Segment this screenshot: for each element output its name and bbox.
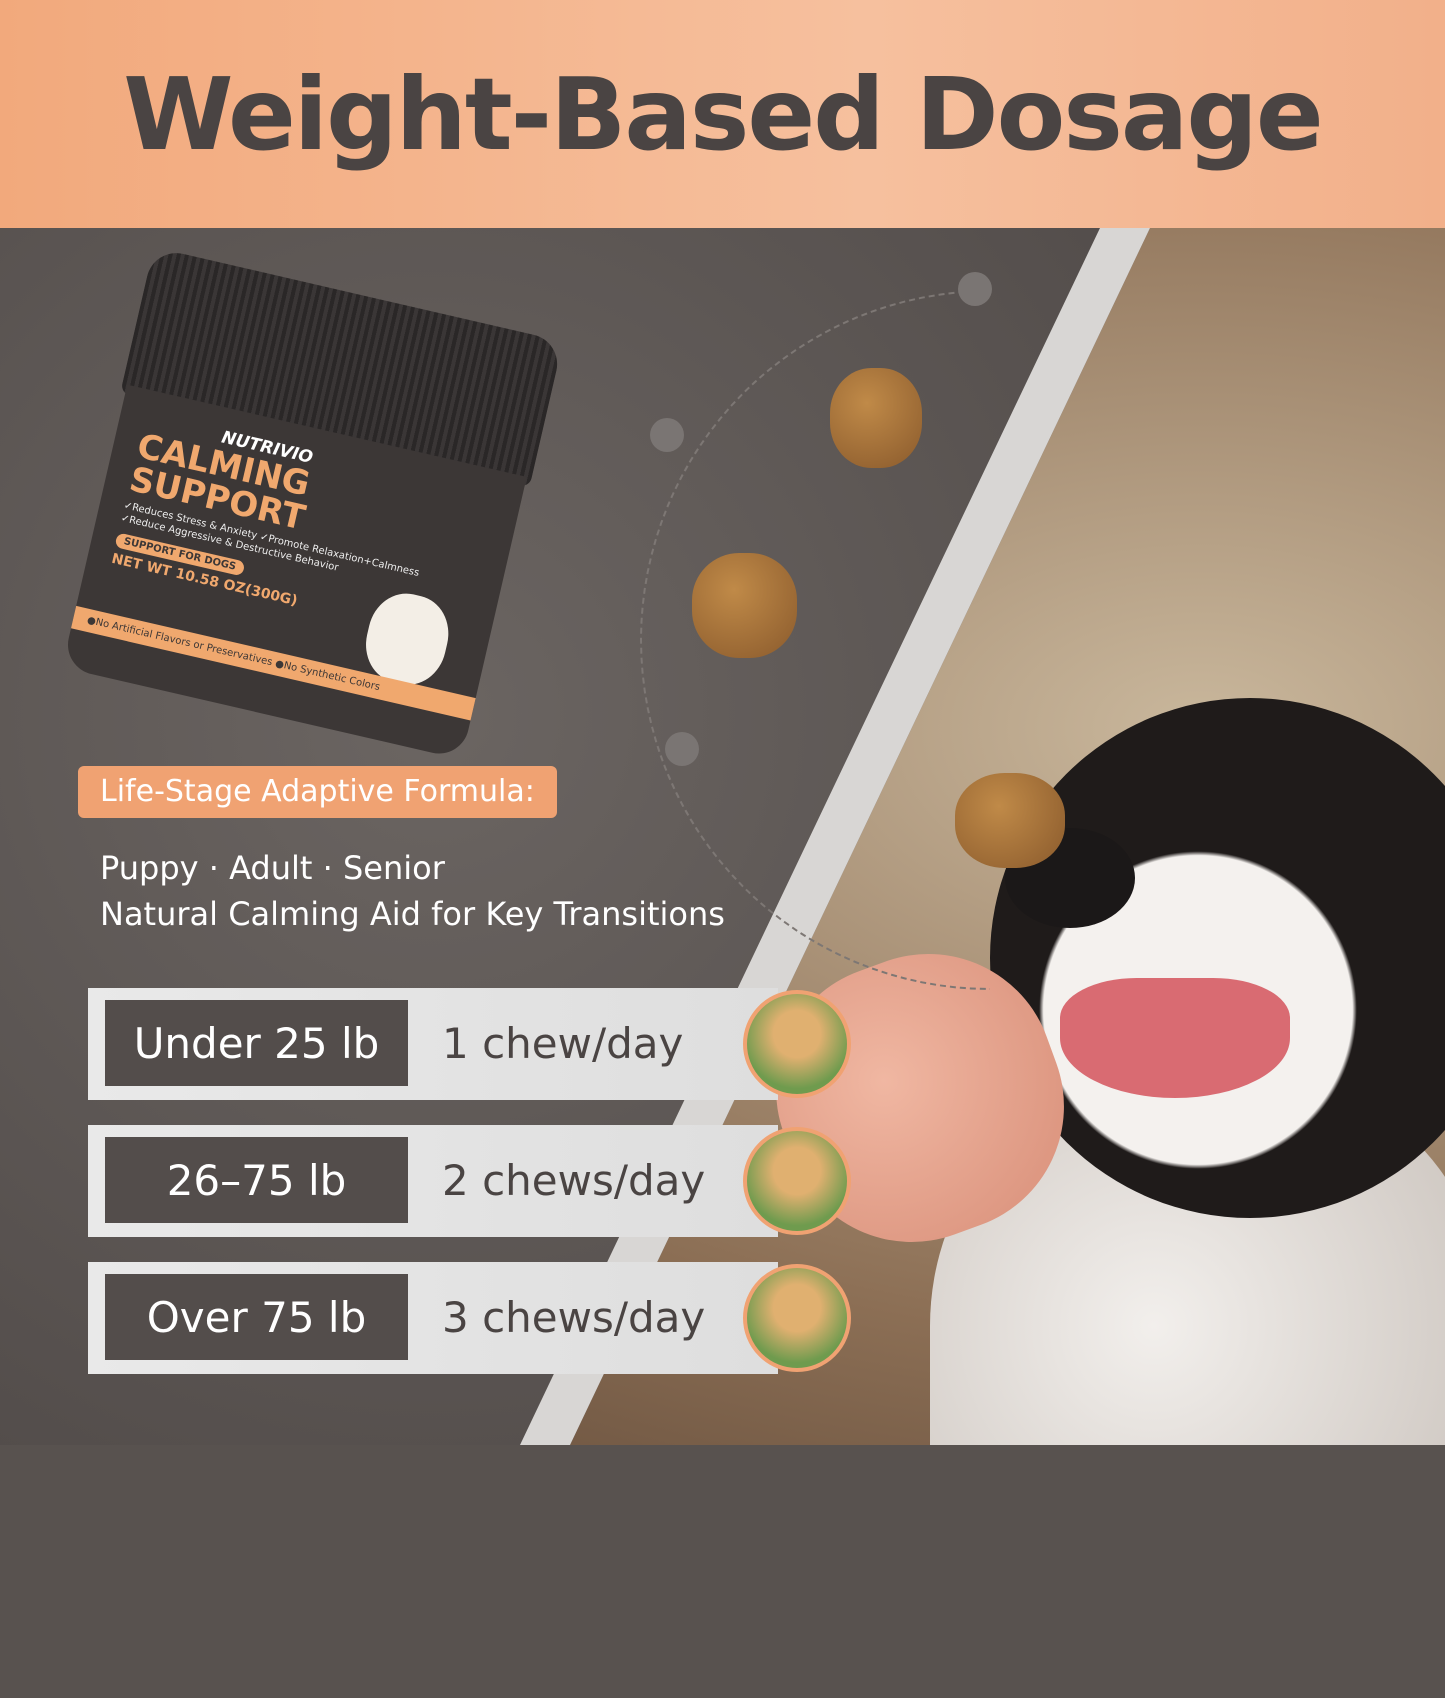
- page-title: Weight-Based Dosage: [123, 55, 1323, 173]
- formula-label: Life-Stage Adaptive Formula:: [78, 766, 557, 818]
- life-stages: Puppy · Adult · Senior Natural Calming Ai…: [100, 849, 725, 933]
- adult-dog-photo: [743, 1127, 851, 1235]
- senior-dog-photo: [743, 1264, 851, 1372]
- dosage-row: Over 75 lb 3 chews/day: [88, 1262, 778, 1374]
- dosage-row: Under 25 lb 1 chew/day: [88, 988, 778, 1100]
- title-banner: Weight-Based Dosage: [0, 0, 1445, 228]
- dosage-row: 26–75 lb 2 chews/day: [88, 1125, 778, 1237]
- chew-treat: [830, 368, 922, 468]
- puppy-photo: [743, 990, 851, 1098]
- chew-treat: [692, 553, 797, 658]
